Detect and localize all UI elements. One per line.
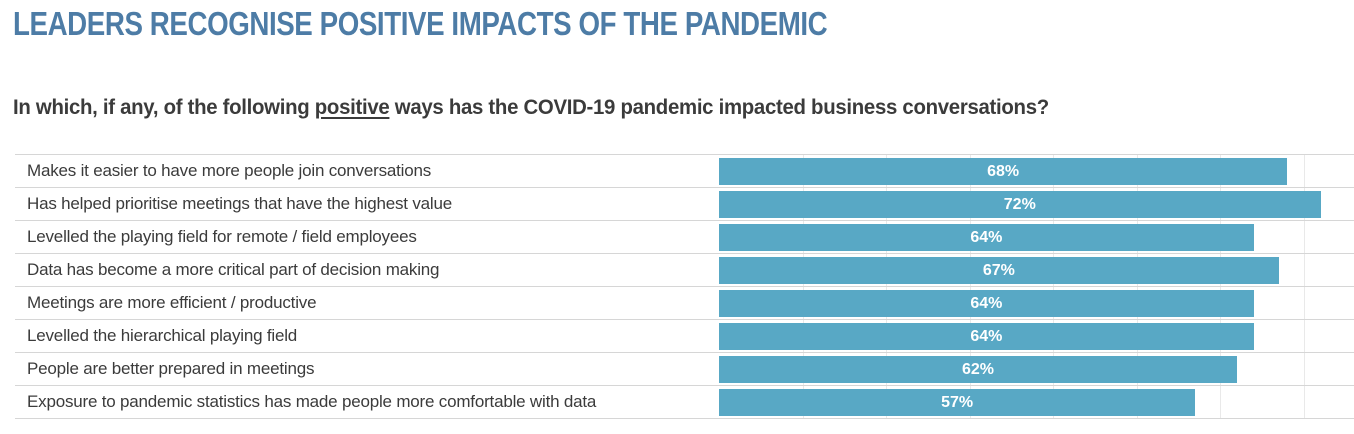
- survey-question: In which, if any, of the following posit…: [13, 96, 1049, 120]
- bar-value-label: 57%: [941, 394, 974, 411]
- bar[interactable]: 72%: [719, 191, 1321, 218]
- category-label: Meetings are more efficient / productive: [27, 293, 317, 312]
- chart-rows: Makes it easier to have more people join…: [15, 154, 1354, 419]
- question-text-suffix: ways has the COVID-19 pandemic impacted …: [389, 96, 1049, 119]
- chart-row: People are better prepared in meetings 62…: [15, 352, 1354, 385]
- category-label: Levelled the playing field for remote / …: [27, 227, 417, 246]
- bar-value-label: 62%: [961, 361, 995, 378]
- chart-row: Makes it easier to have more people join…: [15, 154, 1354, 187]
- chart-row: Levelled the playing field for remote / …: [15, 220, 1354, 253]
- chart-row: Meetings are more efficient / productive…: [15, 286, 1354, 319]
- category-label: Exposure to pandemic statistics has made…: [27, 392, 597, 411]
- category-label: Has helped prioritise meetings that have…: [27, 194, 452, 213]
- bar-cell: 72%: [719, 188, 1354, 220]
- bar-chart: Makes it easier to have more people join…: [15, 154, 1354, 419]
- chart-row: Exposure to pandemic statistics has made…: [15, 385, 1354, 418]
- bar-value-label: 64%: [970, 229, 1003, 246]
- bar-cell: 64%: [719, 287, 1354, 319]
- bar-value-label: 64%: [970, 295, 1003, 312]
- chart-row: Levelled the hierarchical playing field 6…: [15, 319, 1354, 352]
- bar-cell: 64%: [719, 221, 1354, 253]
- bar[interactable]: 64%: [719, 290, 1254, 317]
- bar-cell: 57%: [719, 386, 1354, 418]
- bar-cell: 64%: [719, 320, 1354, 352]
- bar-value-label: 67%: [982, 262, 1015, 279]
- bar-value-label: 68%: [987, 163, 1020, 180]
- question-underlined-word: positive: [314, 96, 390, 119]
- category-label: Levelled the hierarchical playing field: [27, 326, 298, 345]
- bar[interactable]: 64%: [719, 224, 1254, 251]
- bar-cell: 67%: [719, 254, 1354, 286]
- bar-value-label: 64%: [970, 328, 1003, 345]
- bar[interactable]: 57%: [719, 389, 1196, 416]
- bar-cell: 68%: [719, 155, 1354, 187]
- bar[interactable]: 68%: [719, 158, 1288, 185]
- question-text-prefix: In which, if any, of the following: [13, 96, 315, 119]
- bar-value-label: 72%: [1003, 196, 1036, 213]
- chart-row: Has helped prioritise meetings that have…: [15, 187, 1354, 220]
- bar[interactable]: 67%: [719, 257, 1279, 284]
- page-title: LEADERS RECOGNISE POSITIVE IMPACTS OF TH…: [13, 5, 828, 42]
- bar[interactable]: 62%: [719, 356, 1238, 383]
- category-label: Makes it easier to have more people join…: [27, 161, 432, 180]
- category-label: Data has become a more critical part of …: [27, 260, 440, 279]
- category-label: People are better prepared in meetings: [27, 359, 315, 378]
- bar-cell: 62%: [719, 353, 1354, 385]
- bar[interactable]: 64%: [719, 323, 1254, 350]
- chart-row: Data has become a more critical part of …: [15, 253, 1354, 286]
